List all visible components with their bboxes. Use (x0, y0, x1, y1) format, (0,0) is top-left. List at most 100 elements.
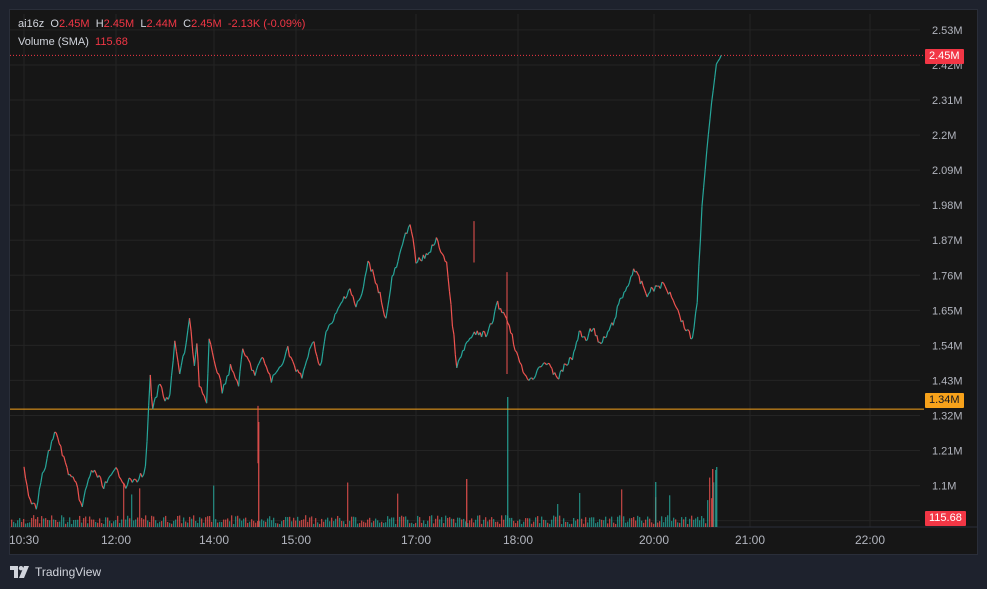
volume-bar (149, 521, 151, 527)
volume-bar (637, 515, 639, 527)
volume-bar (53, 519, 55, 527)
volume-bar (415, 522, 417, 527)
price-segment (507, 322, 510, 326)
volume-bar (395, 523, 397, 527)
close-value: 2.45M (191, 18, 222, 30)
price-segment (231, 369, 235, 374)
price-segment (292, 360, 295, 366)
volume-label[interactable]: Volume (SMA) (18, 36, 89, 48)
volume-bar (169, 522, 171, 527)
volume-bar (287, 517, 289, 527)
volume-bar (125, 519, 127, 527)
price-segment (131, 478, 135, 483)
price-segment (290, 357, 294, 362)
volume-bar (541, 516, 543, 527)
price-segment (444, 260, 447, 263)
price-segment (401, 238, 405, 245)
price-segment (246, 356, 249, 360)
price-segment (128, 477, 132, 480)
brand-logo[interactable]: TradingView (10, 564, 101, 580)
volume-bar (431, 515, 433, 527)
volume-bar (303, 519, 305, 527)
volume-bar (467, 523, 469, 527)
volume-bar (307, 521, 309, 527)
price-segment (631, 268, 635, 276)
volume-bar (679, 522, 681, 527)
volume-bar (297, 516, 299, 527)
price-segment (447, 277, 451, 292)
symbol-label[interactable]: ai16z (18, 18, 45, 30)
price-segment (618, 298, 621, 305)
price-segment (397, 254, 401, 262)
volume-bar (573, 517, 575, 527)
price-segment (203, 395, 207, 401)
volume-bar (671, 521, 673, 527)
price-segment (698, 239, 701, 267)
price-segment (375, 282, 378, 285)
price-segment (690, 337, 693, 340)
volume-bar (501, 515, 503, 527)
volume-bar (425, 523, 427, 527)
volume-bar (117, 515, 119, 527)
price-segment (515, 351, 519, 357)
volume-bar (543, 519, 545, 527)
price-segment (243, 352, 246, 357)
volume-bar (463, 518, 465, 527)
price-segment (257, 363, 260, 367)
volume-bar (245, 517, 247, 527)
horizontal-line-tag[interactable]: 1.34M (925, 393, 964, 408)
volume-bar (525, 518, 527, 527)
volume-bar (413, 523, 415, 527)
price-segment (344, 295, 348, 299)
price-segment (429, 244, 433, 253)
volume-bar (619, 515, 621, 527)
price-segment (400, 244, 404, 250)
price-segment (532, 377, 535, 380)
volume-bar (311, 516, 313, 527)
volume-bar (397, 493, 399, 527)
volume-bar (595, 523, 597, 527)
volume-bar (101, 523, 103, 527)
price-segment (707, 118, 711, 135)
price-segment (492, 311, 496, 322)
price-segment (571, 351, 575, 361)
price-segment (664, 286, 668, 291)
price-segment (504, 315, 507, 319)
volume-bar (667, 515, 669, 527)
volume-bar (589, 517, 591, 527)
volume-bar (305, 515, 307, 527)
volume-bar (475, 519, 477, 527)
volume-bar (121, 519, 123, 527)
price-segment (234, 377, 238, 381)
price-segment (573, 348, 576, 353)
volume-bar (675, 519, 677, 527)
price-segment (719, 55, 722, 60)
volume-bar (15, 523, 17, 527)
open-label: O (50, 18, 59, 30)
volume-bar (421, 522, 423, 527)
price-segment (641, 280, 644, 286)
price-segment (326, 325, 330, 330)
volume-bar (283, 520, 285, 527)
price-segment (626, 285, 629, 288)
volume-bar (489, 519, 491, 527)
volume-bar (343, 521, 345, 527)
volume-bar (713, 482, 715, 527)
price-segment (308, 345, 312, 350)
volume-bar (423, 520, 425, 527)
price-segment (695, 302, 698, 314)
price-segment (627, 282, 631, 287)
volume-bar (129, 518, 131, 527)
volume-bar (69, 517, 71, 527)
volume-bar (259, 521, 261, 527)
price-segment (359, 293, 363, 298)
volume-bar (145, 515, 147, 527)
volume-bar (521, 523, 523, 527)
volume-bar (191, 518, 193, 527)
price-segment (604, 336, 607, 339)
volume-bar (701, 516, 703, 527)
volume-bar (277, 523, 279, 527)
price-segment (446, 261, 449, 278)
price-segment (486, 328, 490, 335)
